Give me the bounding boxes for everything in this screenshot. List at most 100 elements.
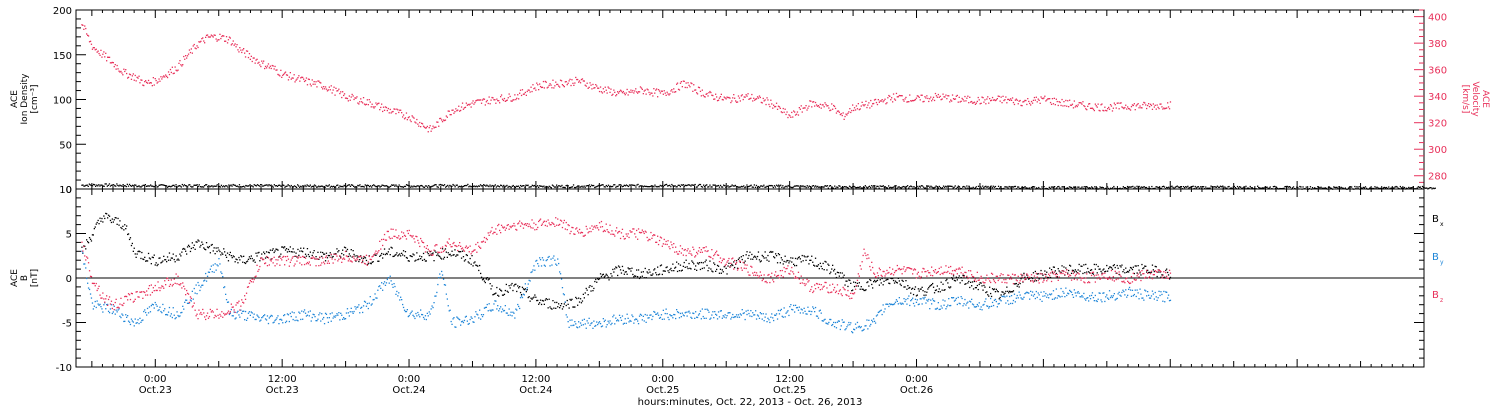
bx-point xyxy=(914,289,915,290)
velocity-point xyxy=(890,99,891,100)
by-point xyxy=(504,310,505,311)
velocity-point xyxy=(362,102,363,103)
velocity-point xyxy=(120,71,121,72)
velocity-point xyxy=(743,99,744,100)
velocity-point xyxy=(322,88,323,89)
velocity-point xyxy=(944,96,945,97)
bx-point xyxy=(973,288,974,289)
velocity-point xyxy=(490,100,491,101)
bx-point xyxy=(698,263,699,264)
bx-point xyxy=(453,254,454,255)
density-point xyxy=(98,184,99,185)
by-point xyxy=(381,282,382,283)
bx-point xyxy=(229,254,230,255)
density-point xyxy=(397,187,398,188)
density-point xyxy=(499,186,500,187)
bx-point xyxy=(123,229,124,230)
velocity-point xyxy=(841,113,842,114)
density-point xyxy=(135,185,136,186)
density-point xyxy=(1297,187,1298,188)
velocity-point xyxy=(202,37,203,38)
velocity-point xyxy=(850,112,851,113)
density-point xyxy=(1020,188,1021,189)
velocity-point xyxy=(908,101,909,102)
by-point xyxy=(417,312,418,313)
density-point xyxy=(436,184,437,185)
bx-point xyxy=(1013,290,1014,291)
velocity-point xyxy=(153,77,154,78)
top-right-ylabel-line3: [km/s] xyxy=(1460,85,1470,114)
velocity-point xyxy=(948,95,949,96)
density-point xyxy=(871,185,872,186)
by-point xyxy=(327,317,328,318)
by-point xyxy=(88,287,89,288)
velocity-point xyxy=(473,104,474,105)
bx-point xyxy=(855,282,856,283)
density-point xyxy=(349,184,350,185)
bx-point xyxy=(288,249,289,250)
velocity-point xyxy=(810,101,811,102)
density-point xyxy=(1038,187,1039,188)
by-point xyxy=(213,264,214,265)
velocity-point xyxy=(353,95,354,96)
velocity-point xyxy=(971,101,972,102)
velocity-point xyxy=(587,83,588,84)
density-point xyxy=(489,185,490,186)
density-point xyxy=(1355,188,1356,189)
velocity-point xyxy=(818,105,819,106)
by-point xyxy=(510,315,511,316)
bx-point xyxy=(307,248,308,249)
density-point xyxy=(955,185,956,186)
by-point xyxy=(244,319,245,320)
bx-point xyxy=(832,265,833,266)
velocity-point xyxy=(1097,107,1098,108)
by-point xyxy=(469,323,470,324)
by-point xyxy=(701,318,702,319)
velocity-point xyxy=(435,127,436,128)
density-point xyxy=(565,187,566,188)
bx-point xyxy=(88,242,89,243)
velocity-point xyxy=(156,80,157,81)
density-point xyxy=(1146,187,1147,188)
x-tick-time-label: 12:00 xyxy=(521,374,550,385)
velocity-point xyxy=(646,94,647,95)
density-point xyxy=(1113,186,1114,187)
velocity-point xyxy=(768,104,769,105)
by-point xyxy=(95,301,96,302)
density-point xyxy=(296,187,297,188)
density-point xyxy=(1301,189,1302,190)
bx-point xyxy=(956,277,957,278)
bx-point xyxy=(315,256,316,257)
bx-point xyxy=(558,303,559,304)
density-point xyxy=(1150,188,1151,189)
density-point xyxy=(979,188,980,189)
density-point xyxy=(807,185,808,186)
by-point xyxy=(633,323,634,324)
velocity-point xyxy=(526,95,527,96)
bx-point xyxy=(821,266,822,267)
bx-point xyxy=(103,215,104,216)
density-point xyxy=(964,186,965,187)
bx-point xyxy=(237,262,238,263)
bx-point xyxy=(887,279,888,280)
by-point xyxy=(264,314,265,315)
velocity-point xyxy=(1166,107,1167,108)
bx-point xyxy=(662,274,663,275)
velocity-point xyxy=(932,99,933,100)
velocity-point xyxy=(387,110,388,111)
bx-point xyxy=(287,251,288,252)
by-point xyxy=(646,322,647,323)
bx-point xyxy=(1117,265,1118,266)
by-point xyxy=(308,311,309,312)
by-point xyxy=(429,311,430,312)
bx-point xyxy=(201,242,202,243)
velocity-point xyxy=(675,91,676,92)
by-point xyxy=(385,285,386,286)
bx-point xyxy=(981,283,982,284)
density-point xyxy=(718,185,719,186)
density-point xyxy=(1420,187,1421,188)
by-point xyxy=(680,313,681,314)
density-point xyxy=(104,186,105,187)
bx-point xyxy=(284,246,285,247)
velocity-point xyxy=(1095,104,1096,105)
